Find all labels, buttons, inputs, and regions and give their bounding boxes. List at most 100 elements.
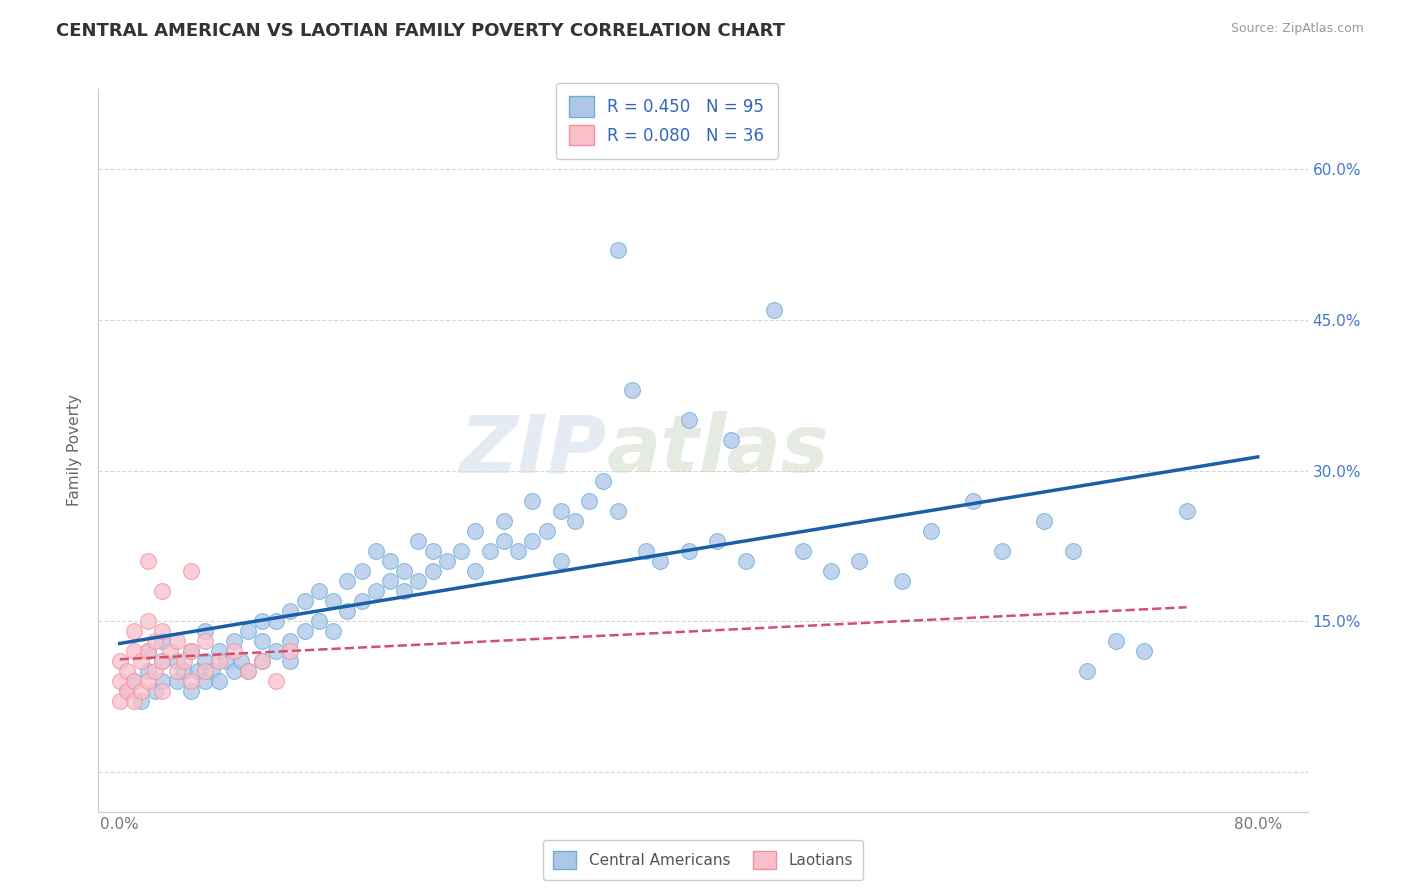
Point [492,533,515,548]
Point [792,544,814,558]
Point [129,684,152,698]
Point [222,644,245,658]
Point [322,624,344,639]
Y-axis label: Family Poverty: Family Poverty [67,394,83,507]
Point [194,674,217,689]
Point [229,654,252,668]
Point [962,493,984,508]
Point [478,544,501,558]
Point [222,634,245,648]
Point [143,664,166,679]
Point [450,544,472,558]
Point [236,664,259,679]
Point [152,584,174,599]
Point [143,634,166,648]
Point [564,514,586,528]
Point [215,654,238,668]
Point [264,614,287,628]
Point [294,624,316,639]
Point [250,654,273,668]
Point [763,303,786,318]
Point [280,644,302,658]
Point [194,634,217,648]
Point [436,554,458,568]
Point [250,634,273,648]
Point [108,654,131,668]
Point [222,664,245,679]
Point [236,624,259,639]
Point [166,664,188,679]
Point [108,674,131,689]
Point [364,544,387,558]
Point [187,664,209,679]
Point [506,544,529,558]
Point [194,654,217,668]
Point [990,544,1012,558]
Point [408,574,430,588]
Point [464,564,486,578]
Point [308,584,330,599]
Point [636,544,658,558]
Point [1062,544,1084,558]
Point [173,654,195,668]
Text: atlas: atlas [606,411,830,490]
Point [166,654,188,668]
Point [350,594,373,608]
Point [122,694,145,708]
Legend: Central Americans, Laotians: Central Americans, Laotians [543,840,863,880]
Point [394,564,416,578]
Point [152,654,174,668]
Point [194,664,217,679]
Point [250,614,273,628]
Point [322,594,344,608]
Point [378,554,401,568]
Point [848,554,870,568]
Point [122,644,145,658]
Point [920,524,942,538]
Point [108,694,131,708]
Point [129,654,152,668]
Point [152,624,174,639]
Text: CENTRAL AMERICAN VS LAOTIAN FAMILY POVERTY CORRELATION CHART: CENTRAL AMERICAN VS LAOTIAN FAMILY POVER… [56,22,785,40]
Point [1033,514,1056,528]
Point [136,664,159,679]
Text: Source: ZipAtlas.com: Source: ZipAtlas.com [1230,22,1364,36]
Point [136,554,159,568]
Point [115,664,138,679]
Point [464,524,486,538]
Point [678,544,700,558]
Point [308,614,330,628]
Point [522,493,544,508]
Point [336,574,359,588]
Point [820,564,842,578]
Point [143,684,166,698]
Point [115,684,138,698]
Point [606,503,628,517]
Point [180,644,202,658]
Point [550,503,572,517]
Point [620,384,643,398]
Point [122,624,145,639]
Point [152,674,174,689]
Point [115,684,138,698]
Point [706,533,728,548]
Point [180,674,202,689]
Point [136,674,159,689]
Legend: R = 0.450   N = 95, R = 0.080   N = 36: R = 0.450 N = 95, R = 0.080 N = 36 [555,83,778,159]
Point [650,554,672,568]
Point [678,413,700,427]
Point [550,554,572,568]
Point [522,533,544,548]
Point [336,604,359,618]
Point [208,644,231,658]
Point [152,634,174,648]
Point [1133,644,1156,658]
Point [294,594,316,608]
Point [180,684,202,698]
Point [201,664,224,679]
Point [422,564,444,578]
Point [1175,503,1198,517]
Point [136,644,159,658]
Point [180,644,202,658]
Point [136,614,159,628]
